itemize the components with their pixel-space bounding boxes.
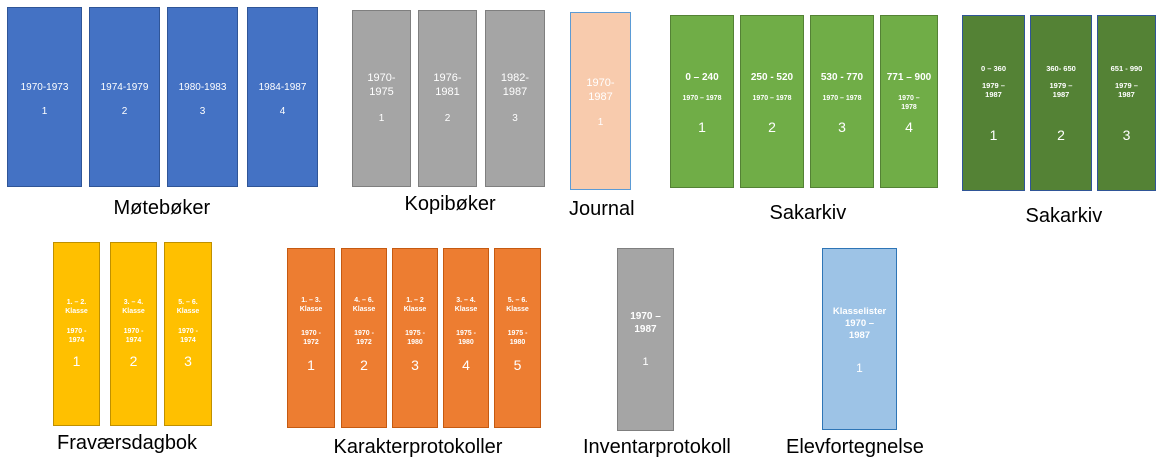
- binder-number: 3: [512, 113, 518, 124]
- binder-number: 1: [307, 357, 315, 373]
- binder-number: 3: [184, 353, 192, 369]
- binder-years: 1979 – 1987: [982, 81, 1005, 100]
- binder-number: 1: [698, 119, 706, 135]
- group-caption: Sakarkiv: [769, 201, 847, 224]
- binder-label: Klasselister 1970 – 1987: [832, 306, 887, 341]
- binder-years: 1975 - 1980: [405, 330, 425, 346]
- binder-label: 651 - 990: [1110, 64, 1143, 73]
- binder-inventarprotokoll-7-1: 1970 – 1987 1: [617, 248, 674, 431]
- group-caption: Sakarkiv: [1025, 204, 1103, 227]
- binder-years: 1970 - 1972: [354, 330, 374, 346]
- binder-years: 1979 – 1987: [1115, 81, 1138, 100]
- binder-number: 1: [989, 127, 998, 143]
- binder-number: 2: [444, 113, 451, 124]
- binder-label: 1. – 2 Klasse: [403, 297, 427, 313]
- binder-moteboker-0-3: 1980-1983 3: [167, 7, 238, 187]
- binder-number: 1: [41, 106, 48, 117]
- binder-years: 1979 – 1987: [1049, 81, 1073, 100]
- binder-sakarkiv-4-1: 0 – 360 1979 – 1987 1: [962, 15, 1025, 191]
- binder-kopiboker-1-2: 1976- 1981 2: [418, 10, 477, 187]
- binder-number: 2: [121, 106, 128, 117]
- binder-label: 771 – 900: [886, 72, 932, 83]
- binder-sakarkiv-3-1: 0 – 240 1970 – 1978 1: [670, 15, 734, 188]
- binder-number: 1: [72, 353, 81, 369]
- binder-label: 1. – 2. Klasse: [65, 299, 88, 315]
- binder-years: 1970 - 1974: [178, 328, 198, 344]
- binder-kopiboker-1-1: 1970- 1975 1: [352, 10, 411, 187]
- binder-label: 3. – 4. Klasse: [454, 297, 478, 313]
- binder-label: 1982- 1987: [500, 72, 530, 98]
- binder-years: 1975 - 1980: [507, 330, 528, 346]
- binder-label: 360- 650: [1046, 64, 1076, 73]
- binder-label: 1984-1987: [258, 82, 307, 93]
- binder-label: 1974-1979: [100, 82, 149, 93]
- binder-karakterprotokoller-6-1: 1. – 3. Klasse 1970 - 1972 1: [287, 248, 335, 428]
- binder-kopiboker-1-3: 1982- 1987 3: [485, 10, 545, 187]
- binder-karakterprotokoller-6-3: 1. – 2 Klasse 1975 - 1980 3: [392, 248, 438, 428]
- binder-karakterprotokoller-6-4: 3. – 4. Klasse 1975 - 1980 4: [443, 248, 489, 428]
- binder-label: 0 – 240: [685, 72, 719, 83]
- binder-years: 1970 – 1978: [898, 95, 920, 111]
- binder-fravaersdagbok-5-1: 1. – 2. Klasse 1970 - 1974 1: [53, 242, 100, 426]
- binder-label: 0 – 360: [980, 64, 1007, 73]
- binder-label: 1970- 1975: [367, 72, 396, 98]
- binder-years: 1970 - 1974: [66, 328, 87, 344]
- binder-karakterprotokoller-6-2: 4. – 6. Klasse 1970 - 1972 2: [341, 248, 387, 428]
- binder-label: 5. – 6. Klasse: [176, 299, 200, 315]
- binder-sakarkiv-3-2: 250 - 520 1970 – 1978 2: [740, 15, 804, 188]
- binder-label: 1976- 1981: [433, 72, 462, 98]
- binder-number: 3: [838, 119, 846, 135]
- binder-moteboker-0-4: 1984-1987 4: [247, 7, 318, 187]
- binder-label: 1970-1973: [20, 82, 69, 93]
- binder-number: 3: [411, 357, 419, 373]
- binder-number: 4: [905, 119, 913, 135]
- binder-number: 4: [462, 357, 470, 373]
- binder-number: 2: [360, 357, 368, 373]
- binder-years: 1975 - 1980: [456, 330, 476, 346]
- binder-label: 1980-1983: [178, 82, 227, 93]
- binder-years: 1970 – 1978: [822, 95, 862, 102]
- group-caption: Inventarprotokoll: [583, 436, 731, 458]
- binder-number: 3: [1122, 127, 1131, 143]
- binder-number: 1: [642, 356, 649, 368]
- binder-years: 1970 – 1978: [682, 95, 722, 102]
- binder-karakterprotokoller-6-5: 5. – 6. Klasse 1975 - 1980 5: [494, 248, 541, 428]
- binder-journal-2-1: 1970- 1987 1: [570, 12, 631, 190]
- binder-years: 1970 – 1978: [752, 95, 792, 102]
- binder-years: 1970 - 1974: [123, 328, 144, 344]
- binder-number: 2: [1057, 127, 1065, 143]
- binder-number: 5: [513, 357, 522, 373]
- binder-years: 1970 - 1972: [301, 330, 321, 346]
- binder-number: 1: [597, 117, 604, 128]
- binder-label: 1. – 3. Klasse: [299, 297, 323, 313]
- binder-sakarkiv-4-3: 651 - 990 1979 – 1987 3: [1097, 15, 1156, 191]
- binder-sakarkiv-4-2: 360- 650 1979 – 1987 2: [1030, 15, 1092, 191]
- binder-moteboker-0-1: 1970-1973 1: [7, 7, 82, 187]
- group-caption: Karakterprotokoller: [333, 436, 503, 458]
- binder-label: 1970- 1987: [586, 77, 615, 103]
- binder-moteboker-0-2: 1974-1979 2: [89, 7, 160, 187]
- group-caption: Journal: [569, 197, 635, 220]
- binder-fravaersdagbok-5-3: 5. – 6. Klasse 1970 - 1974 3: [164, 242, 212, 426]
- binder-number: 3: [199, 106, 206, 117]
- binder-label: 530 - 770: [820, 72, 864, 83]
- group-caption: Møtebøker: [113, 196, 211, 219]
- group-caption: Kopibøker: [404, 192, 496, 215]
- binder-number: 4: [279, 106, 286, 117]
- binder-label: 4. – 6. Klasse: [352, 297, 376, 313]
- binder-elevfortegnelse-8-1: Klasselister 1970 – 1987 1: [822, 248, 897, 430]
- binder-label: 250 - 520: [750, 72, 794, 83]
- binder-number: 2: [129, 353, 138, 369]
- binder-label: 5. – 6. Klasse: [506, 297, 529, 313]
- binder-label: 3. – 4. Klasse: [122, 299, 145, 315]
- binder-number: 1: [856, 361, 863, 375]
- binder-sakarkiv-3-4: 771 – 900 1970 – 1978 4: [880, 15, 938, 188]
- binder-label: 1970 – 1987: [630, 311, 661, 335]
- binder-fravaersdagbok-5-2: 3. – 4. Klasse 1970 - 1974 2: [110, 242, 157, 426]
- group-caption: Elevfortegnelse: [786, 436, 924, 458]
- binder-sakarkiv-3-3: 530 - 770 1970 – 1978 3: [810, 15, 874, 188]
- binder-number: 1: [378, 113, 385, 124]
- group-caption: Fraværsdagbok: [57, 431, 198, 454]
- binder-number: 2: [768, 119, 776, 135]
